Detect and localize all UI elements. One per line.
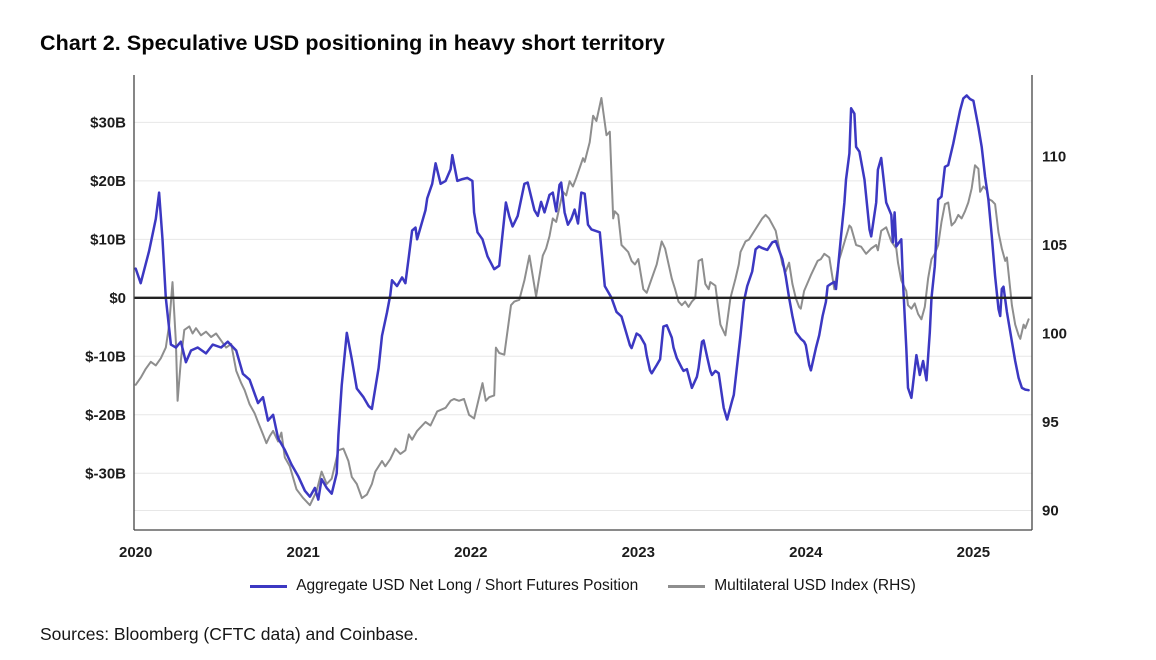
- series-usd-index-line: [134, 97, 1030, 507]
- chart-legend: Aggregate USD Net Long / Short Futures P…: [134, 577, 1032, 595]
- legend-item-usd-index: Multilateral USD Index (RHS): [668, 577, 916, 595]
- y-left-tick-label: $10B: [90, 231, 126, 248]
- legend-label: Aggregate USD Net Long / Short Futures P…: [296, 577, 639, 594]
- series-usd-net-position-line: [134, 94, 1030, 501]
- x-axis-tick-label: 2022: [454, 544, 487, 561]
- y-right-tick-label: 90: [1042, 503, 1059, 520]
- y-right-tick-label: 105: [1042, 237, 1067, 254]
- y-right-tick-label: 95: [1042, 414, 1059, 431]
- y-right-tick-label: 100: [1042, 325, 1067, 342]
- x-axis-tick-label: 2025: [957, 544, 990, 561]
- y-right-tick-label: 110: [1042, 148, 1066, 165]
- x-axis-tick-label: 2020: [119, 544, 152, 561]
- legend-item-usd-net-position: Aggregate USD Net Long / Short Futures P…: [250, 577, 638, 595]
- legend-label: Multilateral USD Index (RHS): [714, 577, 916, 594]
- x-axis-tick-label: 2023: [622, 544, 655, 561]
- gray-line-swatch-icon: [668, 584, 706, 588]
- blue-line-swatch-icon: [250, 584, 288, 588]
- y-left-tick-label: $-20B: [85, 407, 126, 424]
- y-left-tick-label: $20B: [90, 173, 126, 190]
- y-left-tick-label: $0: [109, 290, 126, 307]
- chart-title: Chart 2. Speculative USD positioning in …: [40, 31, 665, 55]
- source-attribution: Sources: Bloomberg (CFTC data) and Coinb…: [40, 624, 419, 644]
- x-axis-tick-label: 2021: [287, 544, 320, 561]
- x-axis-tick-label: 2024: [789, 544, 823, 561]
- y-left-tick-label: $-10B: [85, 348, 126, 365]
- y-left-tick-label: $-30B: [85, 465, 126, 482]
- y-left-tick-label: $30B: [90, 114, 126, 131]
